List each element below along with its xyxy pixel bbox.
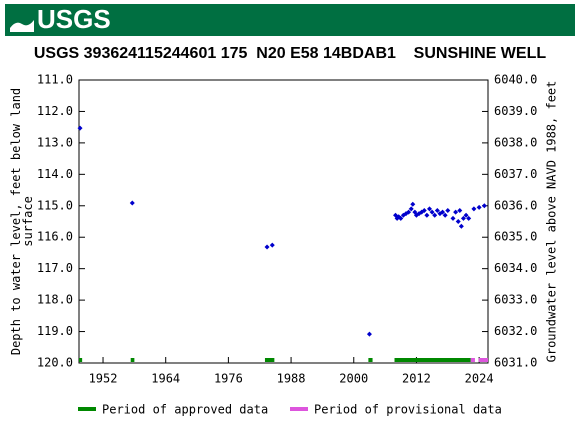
data-point [476, 204, 482, 210]
data-point [398, 215, 404, 221]
x-tick-label: 1964 [151, 372, 180, 386]
legend-swatch [78, 407, 96, 411]
data-point [421, 207, 427, 213]
data-point [408, 206, 414, 212]
x-tick-label: 2012 [402, 372, 431, 386]
y2-tick-label: 6032.0 [494, 324, 537, 338]
data-point [406, 209, 412, 215]
x-tick-label: 2000 [339, 372, 368, 386]
y2-tick-label: 6035.0 [494, 230, 537, 244]
data-point [434, 207, 440, 213]
data-point [269, 242, 275, 248]
data-point [429, 209, 435, 215]
data-point [445, 207, 451, 213]
y2-tick-label: 6038.0 [494, 135, 537, 149]
y-tick-label: 115.0 [37, 198, 73, 212]
legend-label: Period of provisional data [314, 403, 502, 417]
y-axis-label-line: Depth to water level, feet below land [9, 88, 23, 355]
period-bar [470, 358, 475, 362]
data-point [455, 219, 461, 224]
period-bar [478, 358, 488, 362]
y2-tick-label: 6037.0 [494, 167, 537, 181]
data-point [432, 212, 438, 218]
y2-axis-label: Groundwater level above NAVD 1988, feet [545, 81, 559, 363]
data-point [457, 207, 463, 213]
y-tick-label: 119.0 [37, 324, 73, 338]
y2-tick-label: 6033.0 [494, 293, 537, 307]
plot-frame [78, 79, 489, 364]
chart-title: USGS 393624115244601 175 N20 E58 14BDAB1… [34, 45, 546, 62]
period-bar [394, 358, 471, 362]
legend-label: Period of approved data [102, 403, 268, 417]
data-point [264, 244, 270, 250]
x-tick-label: 1952 [89, 372, 118, 386]
data-point [481, 203, 487, 209]
y-tick-label: 114.0 [37, 167, 73, 181]
y-axis-label-line: surface [21, 196, 35, 247]
data-point [129, 200, 135, 206]
period-bar [368, 358, 373, 362]
y-tick-label: 113.0 [37, 135, 73, 149]
y2-tick-label: 6040.0 [494, 73, 537, 87]
data-point [426, 206, 432, 212]
y-axis-label: Depth to water level, feet below landsur… [9, 88, 35, 355]
y2-tick-label: 6039.0 [494, 104, 537, 118]
period-bar [264, 358, 275, 362]
y-tick-label: 112.0 [37, 104, 73, 118]
data-point [424, 212, 430, 218]
period-bar [130, 358, 135, 362]
y-tick-label: 118.0 [37, 293, 73, 307]
data-point [463, 212, 469, 218]
data-point [471, 206, 477, 212]
data-point [460, 215, 466, 221]
x-tick-label: 1988 [277, 372, 306, 386]
logo-icon [10, 20, 34, 32]
data-point [410, 201, 416, 207]
data-point [366, 331, 372, 337]
y-tick-label: 116.0 [37, 230, 73, 244]
header-bar [5, 4, 575, 36]
data-point [450, 215, 456, 221]
data-point [458, 223, 464, 229]
data-point [442, 212, 448, 218]
x-tick-label: 2024 [465, 372, 494, 386]
legend-swatch [290, 407, 308, 411]
x-tick-label: 1976 [214, 372, 243, 386]
y2-tick-label: 6034.0 [494, 261, 537, 275]
data-point [440, 209, 446, 215]
y2-tick-label: 6031.0 [494, 356, 537, 370]
period-bar [79, 358, 83, 362]
y2-tick-label: 6036.0 [494, 198, 537, 212]
data-point [77, 125, 83, 131]
y-tick-label: 117.0 [37, 261, 73, 275]
data-point [453, 209, 459, 215]
y-tick-label: 111.0 [37, 73, 73, 87]
y-tick-label: 120.0 [37, 356, 73, 370]
data-point [466, 215, 472, 221]
logo-text: USGS [37, 4, 111, 34]
